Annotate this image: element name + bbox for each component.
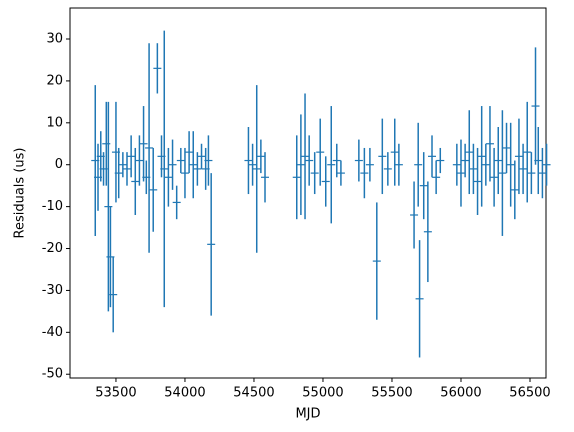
y-tick-label: -20 <box>42 241 63 256</box>
x-tick-label: 56000 <box>440 386 481 401</box>
y-tick-label: 30 <box>46 32 63 47</box>
y-tick-label: 0 <box>55 157 63 172</box>
x-axis-label: MJD <box>295 407 320 422</box>
x-tick-label: 56500 <box>509 386 550 401</box>
x-tick-label: 53500 <box>95 386 136 401</box>
plot-frame <box>69 7 547 379</box>
x-tick-label: 55500 <box>371 386 412 401</box>
x-tick-label: 54500 <box>233 386 274 401</box>
y-axis-label: Residuals (us) <box>13 148 28 239</box>
y-tick-label: 20 <box>46 73 63 88</box>
y-tick-label: -50 <box>42 367 63 382</box>
y-tick-label: -10 <box>42 199 63 214</box>
y-tick-label: -30 <box>42 283 63 298</box>
y-tick-label: 10 <box>46 115 63 130</box>
x-tick-label: 55000 <box>302 386 343 401</box>
x-tick-label: 54000 <box>164 386 205 401</box>
y-tick-label: -40 <box>42 325 63 340</box>
